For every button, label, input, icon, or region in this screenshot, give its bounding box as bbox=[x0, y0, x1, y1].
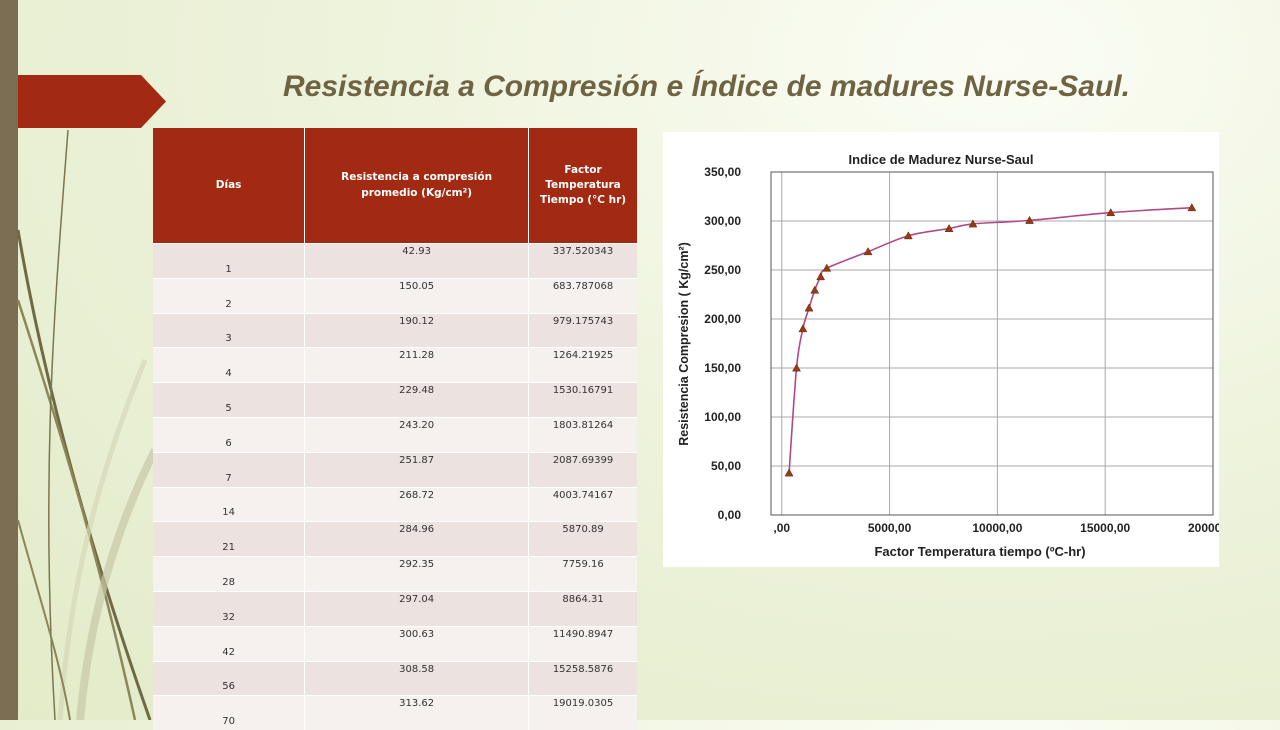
table-row: 6 243.20 1803.81264 bbox=[153, 416, 637, 453]
data-point bbox=[792, 363, 801, 372]
data-point bbox=[798, 324, 808, 333]
cell-dias: 28 bbox=[153, 556, 306, 592]
cell-factor: 1264.21925 bbox=[528, 347, 637, 383]
table-row: 5 229.48 1530.16791 bbox=[153, 382, 637, 418]
header-factor: Factor Temperatura Tiempo (°C hr) bbox=[528, 128, 637, 244]
table-row: 42 300.63 11490.8947 bbox=[153, 625, 637, 662]
y-axis-label: Resistencia Compresion ( Kg/cm²) bbox=[677, 242, 691, 446]
cell-factor: 11490.8947 bbox=[528, 625, 637, 662]
x-tick-label: 5000,00 bbox=[868, 521, 912, 535]
data-point bbox=[1025, 215, 1034, 224]
title-accent-flag bbox=[18, 75, 166, 128]
cell-factor: 2087.69399 bbox=[528, 451, 637, 488]
cell-factor: 4003.74167 bbox=[528, 486, 637, 522]
data-point bbox=[784, 468, 794, 477]
cell-dias: 21 bbox=[153, 521, 306, 557]
table-row: 70 313.62 19019.0305 bbox=[153, 695, 637, 730]
table-row: 32 297.04 8864.31 bbox=[153, 590, 637, 627]
y-tick-label: 200,00 bbox=[704, 312, 741, 326]
cell-factor: 7759.16 bbox=[528, 556, 637, 592]
cell-resistencia: 284.96 bbox=[304, 521, 530, 557]
plot-frame bbox=[770, 171, 1214, 516]
x-tick-label: ,00 bbox=[773, 521, 790, 535]
table-row: 14 268.72 4003.74167 bbox=[153, 486, 637, 522]
cell-resistencia: 229.48 bbox=[304, 382, 530, 418]
table-row: 4 211.28 1264.21925 bbox=[153, 347, 637, 383]
cell-resistencia: 150.05 bbox=[304, 277, 530, 314]
cell-resistencia: 251.87 bbox=[304, 451, 530, 488]
header-resistencia: Resistencia a compresión promedio (Kg/cm²… bbox=[304, 128, 530, 244]
data-point bbox=[863, 247, 873, 256]
y-tick-label: 250,00 bbox=[704, 263, 741, 277]
cell-factor: 1803.81264 bbox=[528, 416, 637, 453]
cell-factor: 979.175743 bbox=[528, 312, 637, 348]
cell-dias: 56 bbox=[153, 660, 306, 696]
cell-dias: 4 bbox=[153, 347, 306, 383]
y-tick-label: 0,00 bbox=[718, 508, 742, 522]
cell-resistencia: 308.58 bbox=[304, 660, 530, 696]
header-dias: Días bbox=[153, 128, 306, 244]
slide-title: Resistencia a Compresión e Índice de mad… bbox=[283, 70, 1130, 103]
x-axis-label: Factor Temperatura tiempo (ºC-hr) bbox=[874, 544, 1085, 559]
cell-resistencia: 300.63 bbox=[304, 625, 530, 662]
chart-title: Indice de Madurez Nurse-Saul bbox=[849, 152, 1034, 167]
data-point bbox=[816, 272, 826, 281]
cell-resistencia: 42.93 bbox=[304, 243, 530, 279]
table-header-row: Días Resistencia a compresión promedio (K… bbox=[153, 128, 637, 244]
data-point bbox=[822, 263, 832, 272]
table-row: 21 284.96 5870.89 bbox=[153, 521, 637, 557]
y-tick-label: 150,00 bbox=[704, 361, 741, 375]
table-row: 56 308.58 15258.5876 bbox=[153, 660, 637, 696]
cell-dias: 70 bbox=[153, 695, 306, 730]
data-point bbox=[1187, 203, 1197, 212]
cell-resistencia: 243.20 bbox=[304, 416, 530, 453]
cell-resistencia: 292.35 bbox=[304, 556, 530, 592]
cell-resistencia: 268.72 bbox=[304, 486, 530, 522]
cell-dias: 7 bbox=[153, 451, 306, 488]
cell-dias: 1 bbox=[153, 243, 306, 279]
table-row: 28 292.35 7759.16 bbox=[153, 556, 637, 592]
cell-resistencia: 211.28 bbox=[304, 347, 530, 383]
cell-dias: 14 bbox=[153, 486, 306, 522]
cell-dias: 5 bbox=[153, 382, 306, 418]
maturity-chart: 0,00 50,00 100,00 150,00 200,00 250,00 300,00 3… bbox=[677, 152, 1219, 559]
table-row: 2 150.05 683.787068 bbox=[153, 277, 637, 314]
cell-dias: 2 bbox=[153, 277, 306, 314]
cell-factor: 5870.89 bbox=[528, 521, 637, 557]
cell-factor: 337.520343 bbox=[528, 243, 637, 279]
cell-factor: 19019.0305 bbox=[528, 695, 637, 730]
cell-resistencia: 297.04 bbox=[304, 590, 530, 627]
left-side-bar bbox=[0, 0, 18, 720]
y-tick-label: 350,00 bbox=[704, 165, 741, 179]
cell-factor: 15258.5876 bbox=[528, 660, 637, 696]
data-point bbox=[804, 303, 814, 312]
data-point bbox=[1106, 208, 1116, 217]
cell-factor: 1530.16791 bbox=[528, 382, 637, 418]
table-row: 3 190.12 979.175743 bbox=[153, 312, 637, 348]
y-tick-label: 300,00 bbox=[704, 214, 741, 228]
data-point bbox=[968, 219, 978, 228]
data-point bbox=[944, 223, 954, 232]
plot-area bbox=[771, 172, 1213, 515]
y-tick-label: 50,00 bbox=[711, 459, 741, 473]
cell-dias: 42 bbox=[153, 625, 306, 662]
cell-factor: 8864.31 bbox=[528, 590, 637, 627]
y-tick-label: 100,00 bbox=[704, 410, 741, 424]
x-tick-label: 20000,00 bbox=[1188, 521, 1219, 535]
chart-panel: 0,00 50,00 100,00 150,00 200,00 250,00 300,00 3… bbox=[663, 132, 1219, 567]
data-table: Días Resistencia a compresión promedio (K… bbox=[153, 128, 637, 730]
cell-resistencia: 313.62 bbox=[304, 695, 530, 730]
table-row: 1 42.93 337.520343 bbox=[153, 243, 637, 279]
cell-resistencia: 190.12 bbox=[304, 312, 530, 348]
cell-dias: 3 bbox=[153, 312, 306, 348]
data-point bbox=[810, 285, 820, 294]
cell-dias: 32 bbox=[153, 590, 306, 627]
x-tick-label: 15000,00 bbox=[1080, 521, 1130, 535]
x-tick-label: 10000,00 bbox=[972, 521, 1022, 535]
data-point bbox=[903, 231, 913, 240]
cell-dias: 6 bbox=[153, 416, 306, 453]
decorative-curves bbox=[16, 129, 159, 720]
cell-factor: 683.787068 bbox=[528, 277, 637, 314]
table-row: 7 251.87 2087.69399 bbox=[153, 451, 637, 488]
